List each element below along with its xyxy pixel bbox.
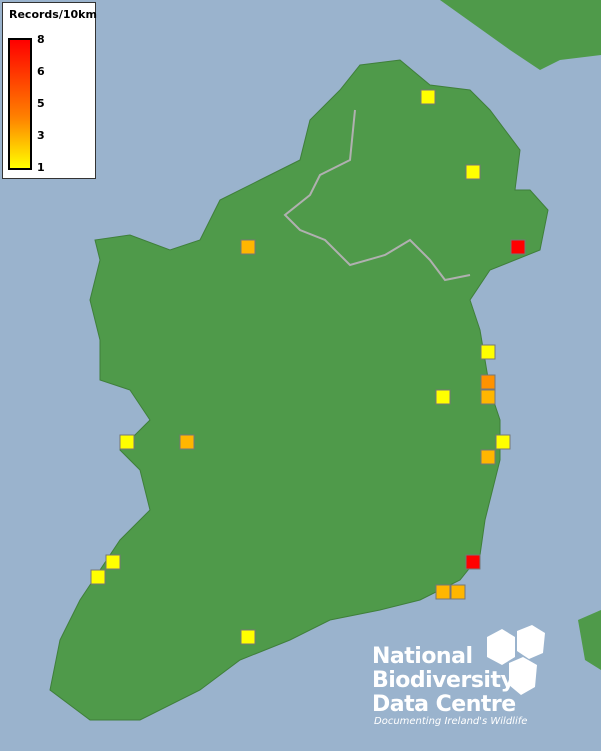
record-square[interactable] <box>465 164 481 180</box>
record-square[interactable] <box>480 389 496 405</box>
record-square[interactable] <box>240 239 256 255</box>
ni-border <box>283 109 471 282</box>
record-squares <box>90 89 526 645</box>
ireland-landmass <box>49 59 549 721</box>
record-square[interactable] <box>495 434 511 450</box>
hexagon-emblem-icon <box>487 625 545 695</box>
record-square[interactable] <box>450 584 466 600</box>
record-square[interactable] <box>480 374 496 390</box>
logo-text: National Biodiversity Data Centre <box>372 644 516 717</box>
record-square[interactable] <box>179 434 195 450</box>
legend-title: Records/10km <box>9 8 97 21</box>
scotland-landmass <box>440 0 601 70</box>
record-square[interactable] <box>480 344 496 360</box>
record-square[interactable] <box>435 584 451 600</box>
record-square[interactable] <box>240 629 256 645</box>
record-square[interactable] <box>420 89 436 105</box>
record-square[interactable] <box>480 449 496 465</box>
legend-tick: 3 <box>37 129 45 142</box>
legend-tick: 5 <box>37 97 45 110</box>
record-square[interactable] <box>465 554 481 570</box>
legend-tick: 6 <box>37 65 45 78</box>
legend-tick: 1 <box>37 161 45 174</box>
record-square[interactable] <box>119 434 135 450</box>
record-square[interactable] <box>510 239 526 255</box>
record-square[interactable] <box>435 389 451 405</box>
legend-color-bar <box>8 38 32 170</box>
wales-landmass <box>578 610 601 670</box>
legend-tick: 8 <box>37 33 45 46</box>
legend: Records/10km 8 6 5 3 1 <box>2 2 97 179</box>
record-square[interactable] <box>90 569 106 585</box>
record-square[interactable] <box>105 554 121 570</box>
logo-tagline: Documenting Ireland's Wildlife <box>374 716 528 727</box>
